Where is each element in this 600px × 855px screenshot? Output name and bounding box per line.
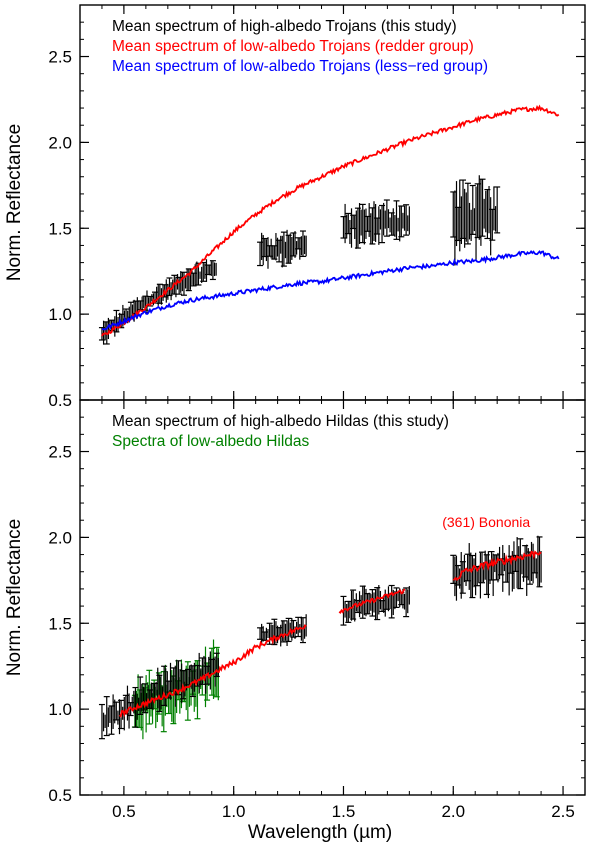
x-tick-label: 1.0 xyxy=(222,802,246,821)
y-tick-label: 2.0 xyxy=(48,133,72,152)
spectrum-line xyxy=(338,588,406,614)
y-tick-label: 2.5 xyxy=(48,443,72,462)
y-tick-label: 1.5 xyxy=(48,614,72,633)
spectrum-line xyxy=(118,624,307,718)
y-tick-label: 0.5 xyxy=(48,391,72,410)
plot-frame xyxy=(79,399,586,796)
series-1 xyxy=(101,104,560,337)
spectrum-line xyxy=(101,104,560,337)
legend-entry: Mean spectrum of high-albedo Trojans (th… xyxy=(112,18,457,35)
x-tick-label: 2.0 xyxy=(441,802,465,821)
spectrum-line xyxy=(452,550,542,582)
series-2 xyxy=(118,624,307,718)
panel-hildas: 0.5 1.0 1.5 2.0 2.5 0.5 1.0 1.5 2.0 2.5 Norm. Refl… xyxy=(4,399,586,821)
series-1 xyxy=(98,535,543,740)
y-tick-label: 0.5 xyxy=(48,786,72,805)
y-tick-label: 1.5 xyxy=(48,219,72,238)
panel-trojans: 0.5 1.0 1.5 2.0 2.5 Norm. Reflectance Mean spe… xyxy=(4,4,586,410)
legend-entry: Spectra of low-albedo Hildas xyxy=(112,433,310,450)
spectrum-line xyxy=(102,250,560,331)
x-axis-label: Wavelength (µm) xyxy=(248,822,392,843)
series-0 xyxy=(98,175,501,345)
x-tick-label: 0.5 xyxy=(112,802,136,821)
series-3 xyxy=(338,588,406,614)
legend-entry: Mean spectrum of high-albedo Hildas (thi… xyxy=(112,413,449,430)
y-tick-label: 1.0 xyxy=(48,305,72,324)
x-tick-label: 1.5 xyxy=(332,802,356,821)
y-axis-label: Norm. Reflectance xyxy=(4,124,25,281)
y-axis-label: Norm. Reflectance xyxy=(4,519,25,676)
annotation-label: (361) Bononia xyxy=(442,514,530,530)
x-tick-label: 2.5 xyxy=(551,802,575,821)
y-tick-label: 2.5 xyxy=(48,48,72,67)
series-2 xyxy=(102,250,560,331)
legend-entry: Mean spectrum of low-albedo Trojans (red… xyxy=(112,38,474,55)
y-tick-label: 2.0 xyxy=(48,528,72,547)
series-4 xyxy=(452,550,542,582)
y-tick-label: 1.0 xyxy=(48,700,72,719)
legend-entry: Mean spectrum of low-albedo Trojans (les… xyxy=(112,58,488,75)
